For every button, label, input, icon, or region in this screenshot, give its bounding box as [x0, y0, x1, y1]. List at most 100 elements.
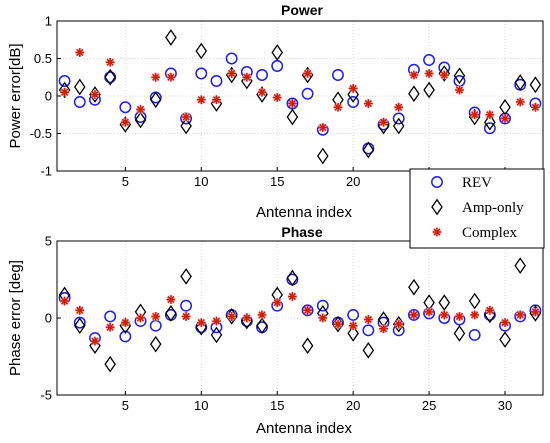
power-circle-point [301, 87, 314, 100]
power-xlabel: Antenna index [256, 204, 352, 221]
power-circle-point [256, 69, 268, 81]
phase-diamond-point [499, 331, 511, 348]
power-circle-point [483, 122, 496, 135]
phase-xtick-label: 15 [270, 398, 284, 413]
power-xtick-label: 20 [346, 174, 360, 189]
phase-xtick-label: 25 [422, 398, 436, 413]
phase-circle-point [149, 319, 162, 332]
phase-star-point [60, 296, 70, 306]
phase-star-point [348, 321, 358, 331]
power-star-point [424, 69, 434, 78]
phase-axes-box [56, 240, 544, 396]
phase-circle-point [316, 299, 329, 312]
power-star-point [485, 110, 495, 120]
legend-star-marker [432, 227, 442, 237]
phase-diamond-point [438, 294, 451, 311]
phase-star-point [166, 295, 176, 305]
phase-xtick-label: 20 [346, 398, 360, 413]
phase-diamond-point [514, 257, 527, 274]
phase-diamond-point [301, 337, 314, 355]
power-star-point [257, 87, 267, 97]
phase-diamond-point [210, 326, 223, 344]
phase-circle-point [362, 324, 375, 337]
power-ytick-label: 0.5 [34, 51, 52, 66]
phase-star-point [530, 307, 540, 317]
power-ytick-label: -0.5 [30, 126, 52, 141]
phase-star-point [90, 336, 100, 346]
phase-diamond-point [256, 317, 268, 335]
phase-diamond-point [165, 305, 177, 322]
power-diamond-point [438, 65, 451, 82]
power-star-point [90, 90, 100, 99]
phase-star-point [439, 310, 449, 320]
power-circle-point [332, 69, 344, 81]
phase-star-point [515, 310, 525, 320]
power-circle-point [225, 52, 238, 65]
power-diamond-point [453, 67, 466, 85]
power-diamond-point [195, 42, 208, 60]
power-star-point [394, 102, 404, 112]
phase-ytick-label: 0 [45, 311, 52, 326]
power-axes-box [56, 20, 544, 172]
phase-circle-point [180, 299, 193, 312]
power-circle-point [195, 67, 208, 80]
power-ytick-label: -1 [40, 164, 52, 179]
phase-star-point [318, 313, 328, 323]
phase-star-point [303, 305, 313, 315]
power-circle-point [499, 112, 511, 125]
power-star-point [211, 95, 221, 105]
phase-star-point [120, 318, 130, 328]
power-star-point [120, 117, 130, 127]
power-star-point [151, 72, 161, 82]
legend: REV Amp-only Complex [409, 168, 545, 249]
power-star-point [303, 69, 313, 78]
phase-xlabel: Antenna index [256, 420, 352, 437]
power-circle-point [210, 75, 223, 87]
phase-diamond-point [286, 269, 299, 287]
phase-star-point [485, 305, 495, 315]
phase-circle-point [119, 330, 132, 343]
power-diamond-point [180, 117, 192, 135]
phase-star-point [151, 311, 161, 321]
power-diamond-point [286, 108, 299, 126]
power-diamond-point [347, 86, 359, 103]
phase-star-point [287, 291, 297, 301]
phase-star-point [136, 313, 146, 323]
phase-diamond-point [347, 325, 359, 342]
phase-diamond-point [468, 292, 481, 310]
phase-diamond-point [180, 268, 192, 285]
power-diamond-point [423, 81, 435, 99]
phase-markers [58, 257, 542, 373]
power-circle-point [119, 101, 132, 114]
power-star-point [60, 87, 70, 97]
power-markers [58, 29, 542, 165]
phase-title: Phase [281, 224, 322, 240]
power-diamond-point [362, 141, 375, 159]
power-ylabel: Power error[dB] [7, 43, 24, 148]
power-diamond-point [392, 117, 405, 135]
power-diamond-point [165, 29, 177, 46]
phase-panel: 5 10 15 20 25 30 -5 0 5 Phase Antenna index Phas… [7, 224, 544, 437]
power-circle-point [104, 71, 117, 84]
power-star-point [75, 48, 85, 57]
power-diamond-point [104, 68, 116, 86]
phase-star-point [227, 311, 237, 321]
power-star-point [227, 69, 237, 78]
power-star-point [363, 99, 373, 108]
power-circle-point [392, 112, 405, 125]
phase-star-point [242, 313, 252, 323]
legend-circle-marker [431, 176, 443, 188]
power-grid [57, 21, 543, 171]
power-diamond-point [484, 113, 496, 131]
power-star-point [515, 97, 525, 107]
phase-diamond-point [362, 342, 375, 359]
phase-star-point [454, 311, 464, 321]
phase-ytick-label: -5 [40, 388, 52, 403]
power-star-point [196, 95, 206, 105]
power-star-point [530, 102, 540, 112]
phase-star-point [500, 318, 510, 328]
power-star-point [439, 70, 449, 80]
phase-star-point [394, 319, 404, 329]
